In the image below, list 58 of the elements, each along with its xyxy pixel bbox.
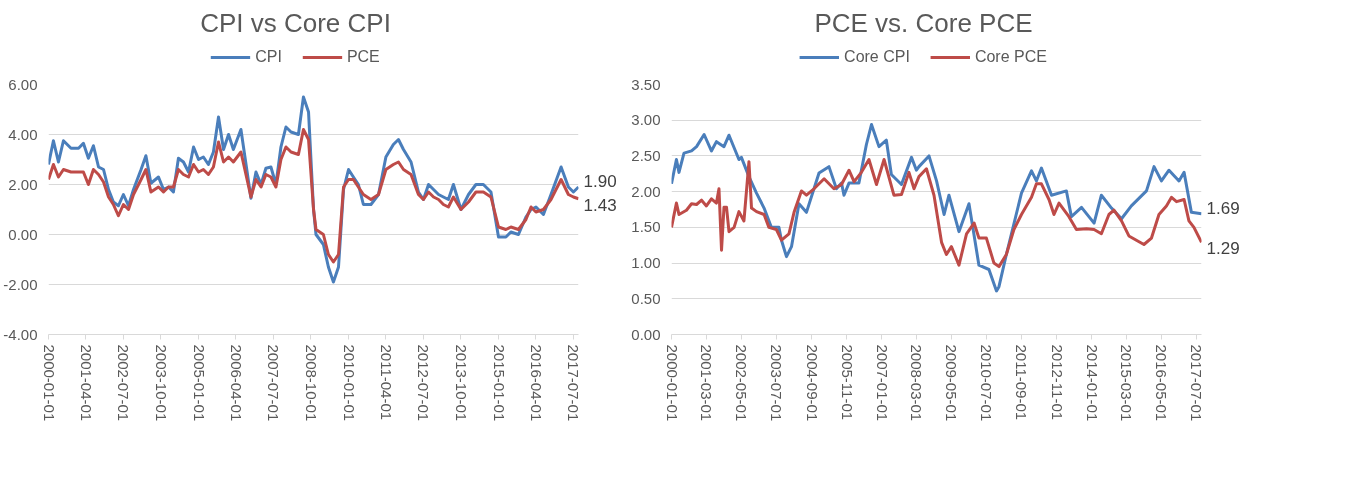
x-tick-label: 2001-03-01 — [698, 344, 716, 422]
legend-label: PCE — [346, 48, 380, 66]
x-tick-label: 2017-07-01 — [565, 344, 583, 422]
annotation: 1.29 — [1206, 239, 1240, 259]
y-tick-label: 1.00 — [631, 254, 661, 272]
y-tick-label: 3.00 — [631, 111, 661, 129]
annotation: 1.43 — [583, 195, 617, 215]
x-tick-label: 2004-09-01 — [803, 344, 821, 422]
y-tick-label: -4.00 — [3, 325, 38, 343]
y-tick-label: 0.00 — [631, 325, 661, 343]
x-tick-label: 2008-10-01 — [302, 344, 320, 422]
line-series — [48, 128, 579, 264]
legend-label: Core CPI — [844, 48, 910, 66]
x-tick-label: 2002-05-01 — [733, 344, 751, 422]
y-tick-label: 6.00 — [8, 75, 38, 93]
chart-title: PCE vs. Core PCE — [814, 7, 1033, 38]
annotation: 1.90 — [583, 172, 617, 191]
x-tick-label: 2009-05-01 — [943, 344, 961, 422]
y-tick-label: 3.50 — [631, 75, 661, 93]
chart-title: CPI vs Core CPI — [200, 7, 391, 38]
line-series — [671, 158, 1202, 269]
y-tick-label: 2.00 — [8, 175, 38, 193]
legend-label: CPI — [255, 48, 282, 66]
x-tick-label: 2011-09-01 — [1013, 344, 1031, 421]
x-tick-label: 2002-07-01 — [115, 344, 133, 422]
x-tick-label: 2010-07-01 — [978, 344, 996, 422]
x-tick-label: 2008-03-01 — [908, 344, 926, 422]
x-tick-label: 2016-05-01 — [1153, 344, 1171, 422]
y-tick-label: 1.50 — [631, 218, 661, 236]
x-tick-label: 2007-07-01 — [265, 344, 283, 422]
x-tick-label: 2003-10-01 — [152, 344, 170, 422]
y-tick-label: 0.00 — [8, 225, 38, 243]
x-tick-label: 2006-04-01 — [227, 344, 245, 422]
legend-label: Core PCE — [974, 48, 1047, 66]
y-tick-label: 2.50 — [631, 146, 661, 164]
x-tick-label: 2000-01-01 — [40, 344, 58, 422]
x-tick-label: 2012-07-01 — [415, 344, 433, 422]
x-tick-label: 2017-07-01 — [1188, 344, 1206, 422]
y-tick-label: 4.00 — [8, 125, 38, 143]
x-tick-label: 2001-04-01 — [77, 344, 95, 422]
x-tick-label: 2003-07-01 — [768, 344, 786, 422]
x-tick-label: 2013-10-01 — [452, 344, 470, 422]
x-tick-label: 2005-11-01 — [838, 344, 856, 421]
y-tick-label: -2.00 — [3, 275, 38, 293]
x-tick-label: 2016-04-01 — [527, 344, 545, 422]
y-tick-label: 2.00 — [631, 182, 661, 200]
x-tick-label: 2005-01-01 — [190, 344, 208, 422]
x-tick-label: 2011-04-01 — [377, 344, 395, 421]
x-tick-label: 2010-01-01 — [340, 344, 358, 422]
x-tick-label: 2014-01-01 — [1083, 344, 1101, 422]
x-tick-label: 2015-03-01 — [1118, 344, 1136, 422]
line-series — [671, 123, 1202, 293]
x-tick-label: 2007-01-01 — [873, 344, 891, 422]
annotation: 1.69 — [1206, 198, 1240, 218]
x-tick-label: 2015-01-01 — [490, 344, 508, 422]
y-tick-label: 0.50 — [631, 289, 661, 307]
x-tick-label: 2012-11-01 — [1048, 344, 1066, 421]
x-tick-label: 2000-01-01 — [663, 344, 681, 422]
